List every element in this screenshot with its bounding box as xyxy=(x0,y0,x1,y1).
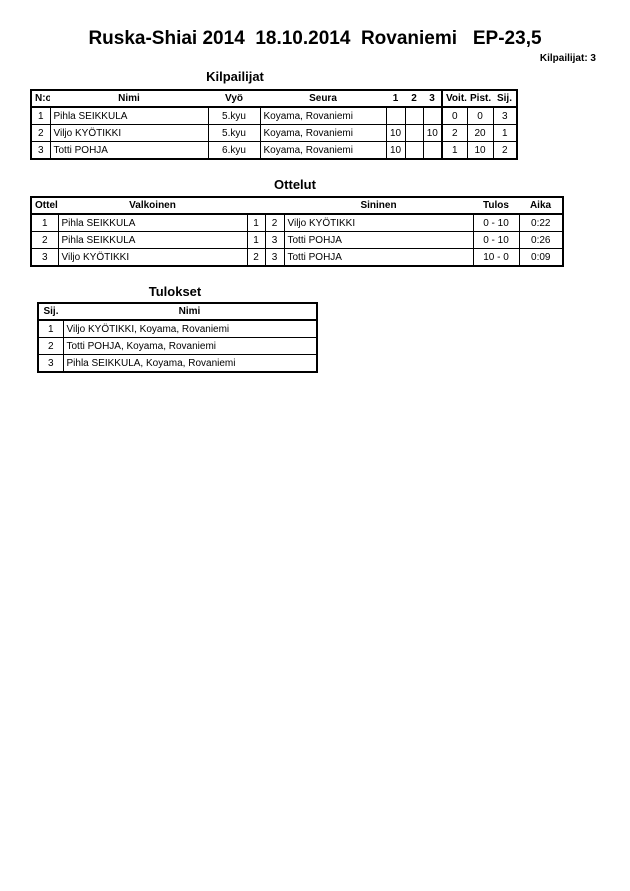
table-cell: 2 xyxy=(37,337,64,355)
column-header: 2 xyxy=(405,90,423,108)
table-cell: 2 xyxy=(30,124,51,142)
table-cell: 0 - 10 xyxy=(472,231,520,249)
table-cell: 3 xyxy=(30,141,51,160)
table-cell xyxy=(404,106,424,125)
table-cell: Pihla SEIKKULA xyxy=(57,213,248,232)
column-header: Vyö xyxy=(208,90,260,108)
table-cell: 3 xyxy=(264,231,285,249)
table-cell: Totti POHJA xyxy=(283,248,474,267)
column-header: N:o xyxy=(31,90,50,108)
table-cell: 2 xyxy=(30,231,59,249)
table-cell: 0:22 xyxy=(518,213,564,232)
table-cell: 10 xyxy=(385,141,406,160)
column-header: Sininen xyxy=(284,197,473,215)
table-cell: 3 xyxy=(492,106,518,125)
table-cell: 0:09 xyxy=(518,248,564,267)
table-cell: 10 - 0 xyxy=(472,248,520,267)
table-cell: Pihla SEIKKULA, Koyama, Rovaniemi xyxy=(62,354,318,373)
table-cell: 2 xyxy=(264,213,285,232)
table-cell xyxy=(404,141,424,160)
table-row: 2 Pihla SEIKKULA 1 3 Totti POHJA 0 - 10 0:26 xyxy=(30,231,564,249)
table-cell: 2 xyxy=(492,141,518,160)
column-header: Pist. xyxy=(467,90,493,108)
column-header: Aika xyxy=(519,197,563,215)
table-row: 2 Totti POHJA, Koyama, Rovaniemi xyxy=(37,337,318,355)
column-header: Valkoinen xyxy=(58,197,247,215)
table-cell: 10 xyxy=(466,141,494,160)
table-row: 3 Totti POHJA 6.kyu Koyama, Rovaniemi 10 1 10 2 xyxy=(30,141,518,160)
column-header: Nimi xyxy=(50,90,208,108)
table-cell: 6.kyu xyxy=(207,141,261,160)
column-header: Voit. xyxy=(441,90,467,108)
table-cell xyxy=(404,124,424,142)
table-cell: 0 xyxy=(466,106,494,125)
table-row: 1 Pihla SEIKKULA 5.kyu Koyama, Rovaniemi 0 0 3 xyxy=(30,106,518,125)
table-cell: 2 xyxy=(441,124,468,142)
column-header: Tulos xyxy=(473,197,519,215)
table-cell: 5.kyu xyxy=(207,124,261,142)
table-cell: 3 xyxy=(30,248,59,267)
table-cell xyxy=(422,106,443,125)
table-cell: Viljo KYÖTIKKI, Koyama, Rovaniemi xyxy=(62,319,318,338)
table-cell: 0 - 10 xyxy=(472,213,520,232)
column-header: Sij. xyxy=(493,90,517,108)
table-cell: Koyama, Rovaniemi xyxy=(259,106,387,125)
table-cell: Viljo KYÖTIKKI xyxy=(49,124,209,142)
table-cell: 1 xyxy=(30,213,59,232)
results-table: Sij. Nimi 1 Viljo KYÖTIKKI, Koyama, Rovanie… xyxy=(37,302,318,373)
table-cell: Totti POHJA, Koyama, Rovaniemi xyxy=(62,337,318,355)
header-row: N:oNimiVyöSeura123Voit.Pist.Sij. xyxy=(31,90,517,108)
table-cell: 3 xyxy=(37,354,64,373)
column-header: Ottelu xyxy=(31,197,58,215)
table-row: 3 Pihla SEIKKULA, Koyama, Rovaniemi xyxy=(37,354,318,373)
header-row: Sij. Nimi xyxy=(38,303,317,321)
column-header: Nimi xyxy=(63,303,317,321)
column-header: 3 xyxy=(423,90,442,108)
competitors-heading: Kilpailijat xyxy=(206,69,264,84)
matches-table: OtteluValkoinenSininenTulosAika1Pihla SE… xyxy=(30,196,564,267)
table-cell: 10 xyxy=(422,124,443,142)
table-row: 2 Viljo KYÖTIKKI 5.kyu Koyama, Rovaniemi 10 1… xyxy=(30,124,518,142)
table-cell: 3 xyxy=(264,248,285,267)
table-cell: 2 xyxy=(246,248,266,267)
column-header: 1 xyxy=(386,90,405,108)
table-cell: Totti POHJA xyxy=(283,231,474,249)
column-header: Sij. xyxy=(38,303,63,321)
table-cell: Koyama, Rovaniemi xyxy=(259,141,387,160)
table-cell: Pihla SEIKKULA xyxy=(49,106,209,125)
table-cell: Viljo KYÖTIKKI xyxy=(283,213,474,232)
results-heading: Tulokset xyxy=(148,284,202,299)
table-cell: 1 xyxy=(30,106,51,125)
table-row: 3 Viljo KYÖTIKKI 2 3 Totti POHJA 10 - 0 0:09 xyxy=(30,248,564,267)
page-title: Ruska-Shiai 2014 18.10.2014 Rovaniemi EP… xyxy=(88,28,542,49)
table-cell: 0 xyxy=(441,106,468,125)
table-cell: 0:26 xyxy=(518,231,564,249)
table-cell: 1 xyxy=(492,124,518,142)
table-cell: 1 xyxy=(246,213,266,232)
column-header: Seura xyxy=(260,90,386,108)
table-cell: Pihla SEIKKULA xyxy=(57,231,248,249)
table-cell: Totti POHJA xyxy=(49,141,209,160)
table-cell xyxy=(422,141,443,160)
table-row: 1 Viljo KYÖTIKKI, Koyama, Rovaniemi xyxy=(37,319,318,338)
table-cell: 1 xyxy=(37,319,64,338)
column-header xyxy=(265,197,284,215)
table-cell: 1 xyxy=(441,141,468,160)
table-cell: 20 xyxy=(466,124,494,142)
table-cell: Koyama, Rovaniemi xyxy=(259,124,387,142)
table-cell: 5.kyu xyxy=(207,106,261,125)
table-cell: 1 xyxy=(246,231,266,249)
table-cell: 10 xyxy=(385,124,406,142)
matches-heading: Ottelut xyxy=(274,177,316,192)
table-cell xyxy=(385,106,406,125)
column-header xyxy=(247,197,265,215)
table-row: 1 Pihla SEIKKULA 1 2 Viljo KYÖTIKKI 0 - 10 0:2… xyxy=(30,213,564,232)
competitor-count: Kilpailijat: 3 xyxy=(539,53,596,64)
table-cell: Viljo KYÖTIKKI xyxy=(57,248,248,267)
